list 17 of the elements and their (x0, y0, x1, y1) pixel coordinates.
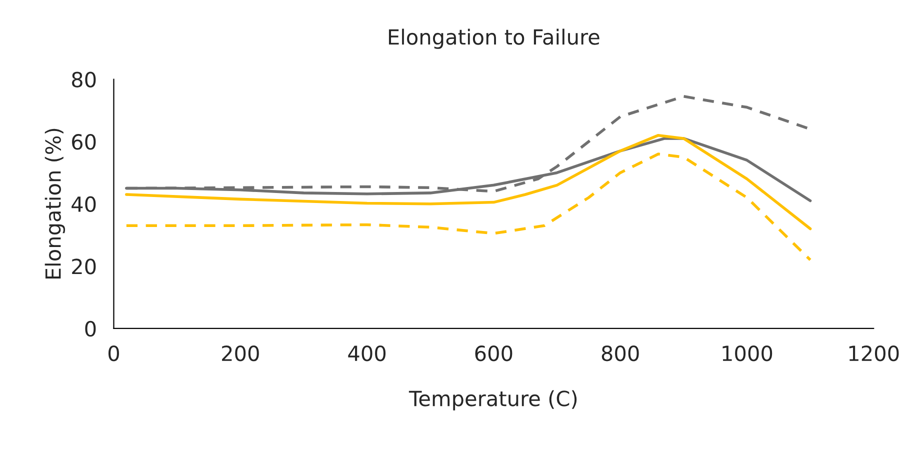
line-series (125, 152, 812, 262)
y-axis-title: Elongation (%) (44, 128, 66, 279)
x-tick-label: 200 (222, 345, 259, 362)
y-tick-label: 60 (72, 134, 96, 150)
line-series (125, 134, 812, 230)
y-tick-label: 20 (72, 258, 96, 274)
x-tick-label: 0 (108, 345, 119, 362)
x-tick-label: 1200 (849, 345, 899, 362)
x-axis-title: Temperature (C) (408, 390, 577, 410)
x-tick-label: 600 (475, 345, 512, 362)
chart-title: Elongation to Failure (388, 28, 600, 49)
x-tick-label: 400 (348, 345, 386, 362)
y-tick-label: 80 (72, 72, 96, 88)
y-tick-label: 40 (72, 196, 96, 212)
x-tick-label: 800 (602, 345, 639, 362)
y-tick-label: 0 (85, 320, 96, 337)
x-tick-label: 1000 (722, 345, 772, 362)
